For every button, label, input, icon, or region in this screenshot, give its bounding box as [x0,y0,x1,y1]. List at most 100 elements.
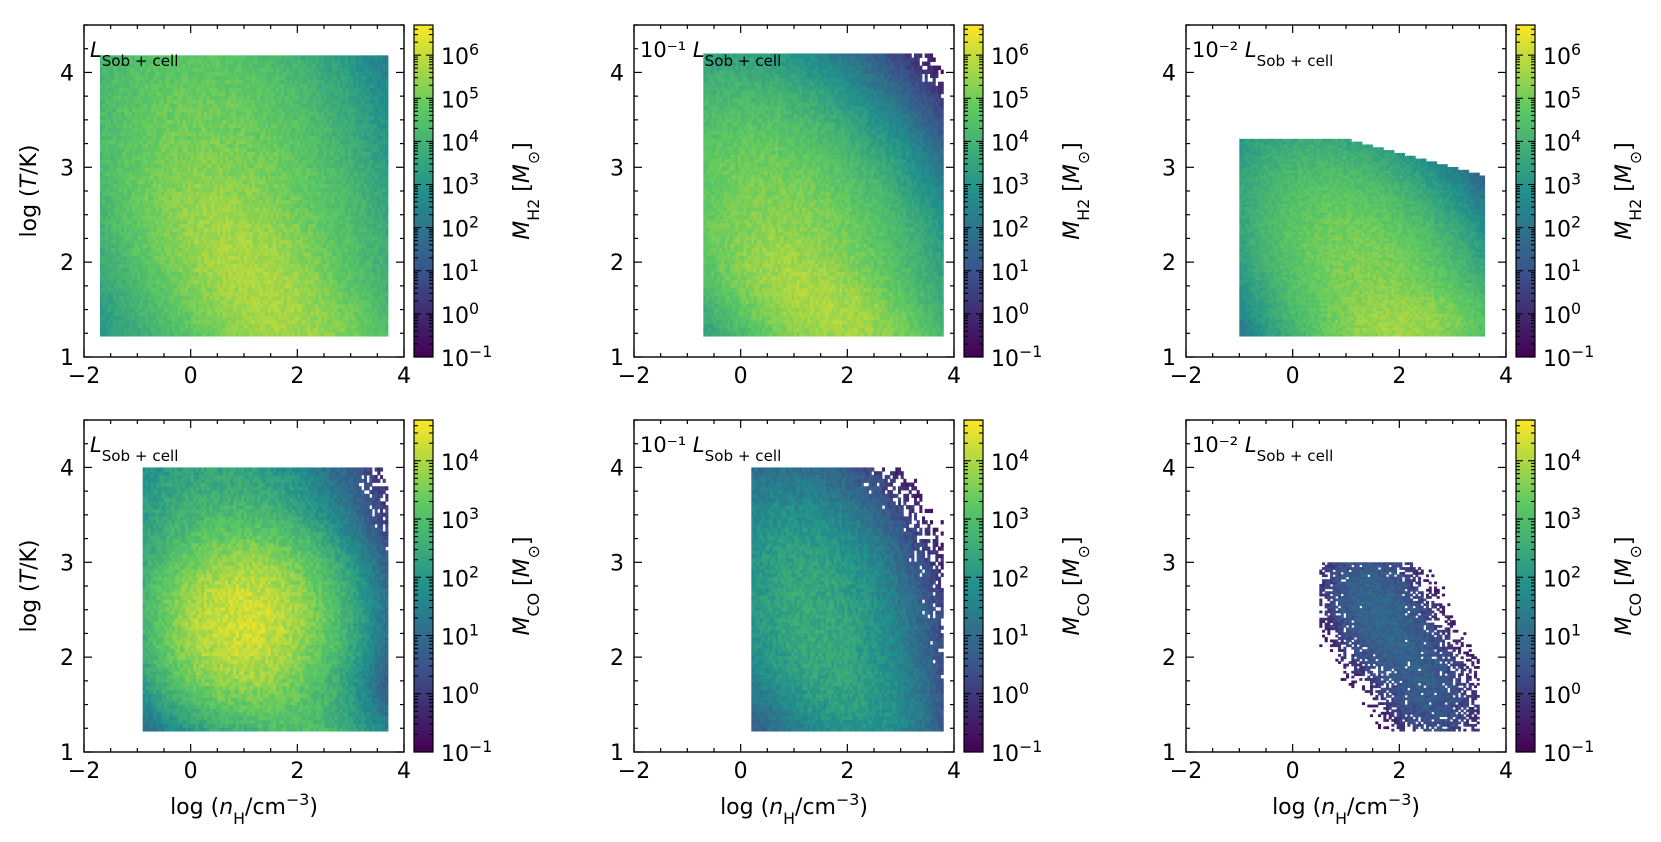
heatmap-cell [135,180,138,184]
heatmap-cell [116,236,119,240]
heatmap-cell [108,296,111,300]
heatmap-cell [105,216,108,220]
heatmap-cell [111,256,114,260]
heatmap-cell [127,328,130,332]
heatmap-cell [103,204,106,208]
heatmap-cell [113,120,116,124]
heatmap-cell [129,87,132,91]
heatmap-cell [121,176,124,180]
heatmap-cell [119,236,122,240]
heatmap-cell [135,156,138,160]
heatmap-cell [100,176,103,180]
heatmap-cell [113,200,116,204]
heatmap-cell [111,99,114,103]
heatmap-cell [116,304,119,308]
heatmap-cell [135,320,138,324]
heatmap-cell [105,164,108,168]
heatmap-cell [108,312,111,316]
heatmap-cell [135,152,138,156]
heatmap-cell [132,172,135,176]
heatmap-cell [103,248,106,252]
heatmap-cell [105,132,108,136]
heatmap-cell [127,120,130,124]
heatmap-cell [100,324,103,328]
heatmap-cell [137,87,140,91]
heatmap-cell [127,144,130,148]
heatmap-cell [119,184,122,188]
heatmap-cell [121,300,124,304]
heatmap-cell [100,332,103,336]
heatmap-cell [103,176,106,180]
heatmap-cell [121,252,124,256]
heatmap-cell [132,212,135,216]
heatmap-cell [100,280,103,284]
heatmap-cell [111,184,114,188]
heatmap-cell [137,252,140,256]
heatmap-cell [129,108,132,112]
heatmap-cell [129,79,132,83]
heatmap-cell [116,156,119,160]
heatmap-cell [132,288,135,292]
heatmap-cell [119,176,122,180]
heatmap-cell [132,128,135,132]
heatmap-cell [129,152,132,156]
heatmap-cell [113,87,116,91]
heatmap-cell [121,192,124,196]
heatmap-cell [119,112,122,116]
heatmap-cell [111,264,114,268]
heatmap-cell [108,188,111,192]
heatmap-cell [132,152,135,156]
heatmap-cell [100,256,103,260]
heatmap-cell [105,328,108,332]
heatmap-cell [119,320,122,324]
heatmap-cell [121,324,124,328]
heatmap-cell [116,196,119,200]
heatmap-cell [119,87,122,91]
heatmap-cell [127,108,130,112]
heatmap-cell [111,332,114,336]
figure: −2 0 2 41234LSob + celllog (T/K)10−11001011… [0,0,1661,842]
heatmap-cell [132,244,135,248]
heatmap-cell [103,272,106,276]
heatmap-cell [100,304,103,308]
heatmap-cell [127,200,130,204]
heatmap-cell [105,91,108,95]
heatmap-cell [135,116,138,120]
heatmap-cell [135,95,138,99]
heatmap-cell [137,71,140,75]
heatmap-cell [137,224,140,228]
heatmap-cell [132,140,135,144]
heatmap-cell [116,308,119,312]
heatmap-cell [137,180,140,184]
heatmap-cell [135,264,138,268]
heatmap-cell [108,108,111,112]
heatmap-cell [108,144,111,148]
heatmap-cell [103,292,106,296]
heatmap-cell [116,320,119,324]
heatmap-cell [132,87,135,91]
heatmap-cell [121,79,124,83]
heatmap-cell [119,164,122,168]
heatmap-cell [111,216,114,220]
heatmap-cell [119,324,122,328]
heatmap-cell [129,256,132,260]
heatmap-cell [132,216,135,220]
heatmap-cell [132,168,135,172]
heatmap-cell [113,216,116,220]
heatmap-cell [137,300,140,304]
heatmap-cell [116,71,119,75]
heatmap-cell [119,168,122,172]
heatmap-cell [100,328,103,332]
heatmap-cell [105,168,108,172]
heatmap-cell [100,184,103,188]
heatmap-cell [137,116,140,120]
heatmap-cell [119,116,122,120]
heatmap-cell [132,180,135,184]
heatmap-cell [124,180,127,184]
heatmap-cell [129,124,132,128]
heatmap-cell [105,312,108,316]
heatmap-cell [127,252,130,256]
heatmap-cell [119,244,122,248]
heatmap-cell [108,112,111,116]
heatmap-cell [119,288,122,292]
